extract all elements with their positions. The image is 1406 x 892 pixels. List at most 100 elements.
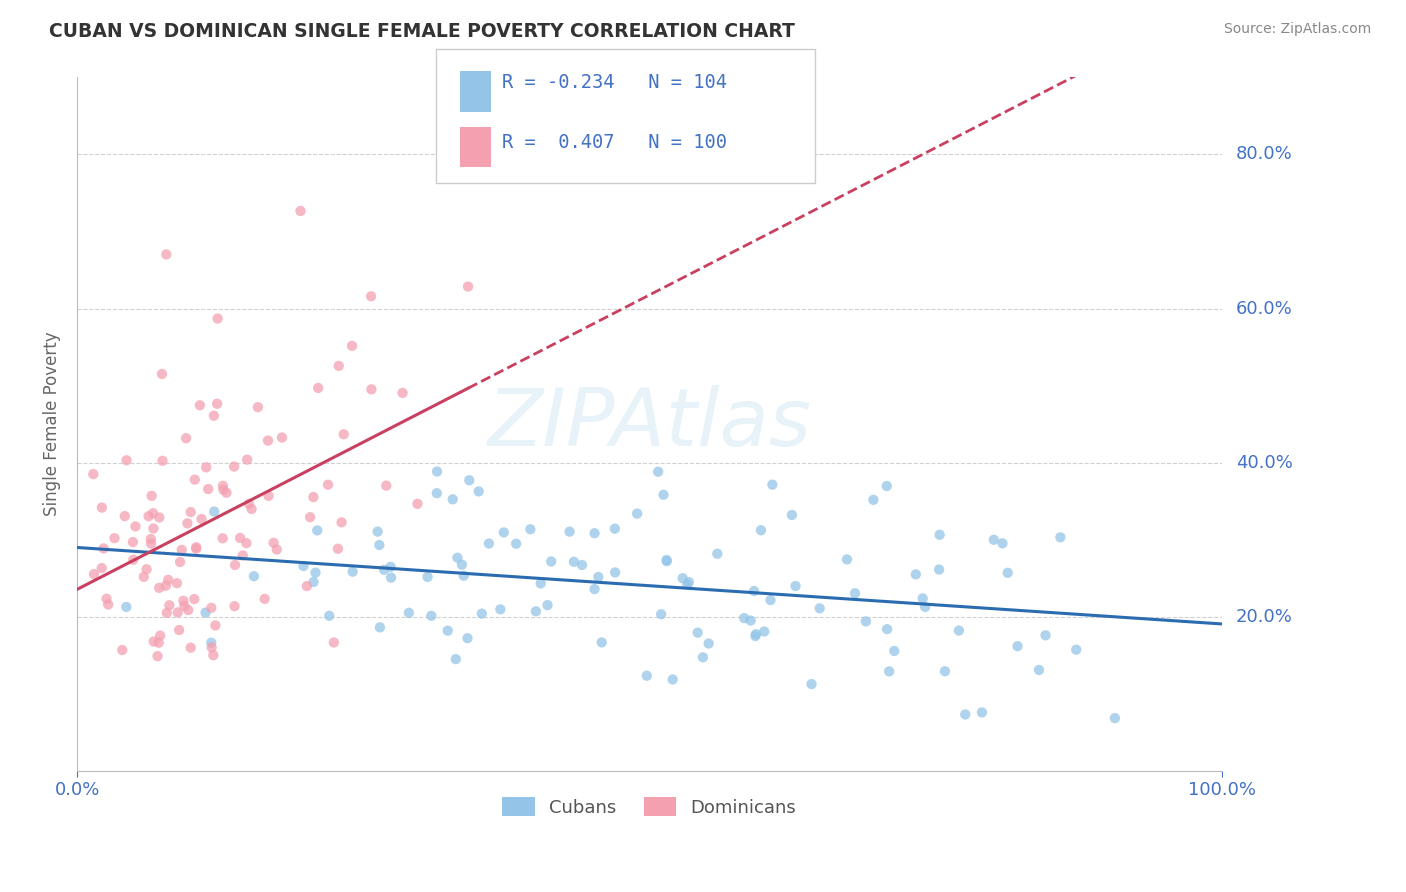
Point [114, 509, 136, 524]
Point [380, 560, 402, 574]
Point [489, 602, 512, 616]
Point [652, 488, 675, 502]
Point [202, 504, 225, 518]
Point [235, 536, 257, 550]
Point [307, 524, 329, 538]
Point [591, 635, 613, 649]
Point [983, 533, 1005, 547]
Point [205, 397, 228, 411]
Point [997, 566, 1019, 580]
Point [290, 204, 312, 219]
Point [83, 567, 105, 582]
Text: 20.0%: 20.0% [1236, 607, 1292, 625]
Point [398, 606, 420, 620]
Point [478, 536, 501, 550]
Point [426, 486, 449, 500]
Point [436, 624, 458, 638]
Point [156, 606, 179, 620]
Point [318, 608, 340, 623]
Point [93, 541, 115, 556]
Point [583, 526, 606, 541]
Point [661, 673, 683, 687]
Point [332, 427, 354, 442]
Point [271, 430, 294, 444]
Point [148, 581, 170, 595]
Point [82, 467, 104, 482]
Point [212, 479, 235, 493]
Point [1028, 663, 1050, 677]
Point [360, 289, 382, 303]
Point [142, 506, 165, 520]
Point [446, 550, 468, 565]
Point [441, 492, 464, 507]
Point [844, 586, 866, 600]
Point [530, 576, 553, 591]
Point [928, 562, 950, 576]
Point [152, 454, 174, 468]
Point [177, 603, 200, 617]
Point [257, 434, 280, 448]
Point [678, 575, 700, 590]
Point [149, 629, 172, 643]
Point [243, 569, 266, 583]
Point [266, 542, 288, 557]
Point [222, 459, 245, 474]
Text: Source: ZipAtlas.com: Source: ZipAtlas.com [1223, 22, 1371, 37]
Point [150, 367, 173, 381]
Text: ZIPAtlas: ZIPAtlas [488, 385, 811, 463]
Point [467, 484, 489, 499]
Point [426, 465, 449, 479]
Point [970, 706, 993, 720]
Point [103, 531, 125, 545]
Point [450, 558, 472, 572]
Point [457, 279, 479, 293]
Point [368, 620, 391, 634]
Point [676, 577, 699, 591]
Text: 40.0%: 40.0% [1236, 453, 1292, 472]
Point [204, 618, 226, 632]
Point [519, 522, 541, 536]
Point [562, 555, 585, 569]
Point [124, 519, 146, 533]
Point [1007, 639, 1029, 653]
Point [558, 524, 581, 539]
Point [238, 497, 260, 511]
Point [761, 477, 783, 491]
Point [697, 636, 720, 650]
Point [292, 559, 315, 574]
Point [176, 516, 198, 531]
Point [157, 599, 180, 613]
Point [883, 644, 905, 658]
Point [170, 542, 193, 557]
Point [686, 625, 709, 640]
Point [157, 573, 180, 587]
Point [800, 677, 823, 691]
Point [540, 554, 562, 568]
Point [215, 485, 238, 500]
Point [139, 532, 162, 546]
Point [380, 571, 402, 585]
Point [835, 552, 858, 566]
Point [155, 247, 177, 261]
Point [733, 611, 755, 625]
Point [330, 516, 353, 530]
Text: CUBAN VS DOMINICAN SINGLE FEMALE POVERTY CORRELATION CHART: CUBAN VS DOMINICAN SINGLE FEMALE POVERTY… [49, 22, 794, 41]
Point [471, 607, 494, 621]
Point [740, 614, 762, 628]
Point [142, 521, 165, 535]
Point [955, 707, 977, 722]
Point [212, 483, 235, 497]
Y-axis label: Single Female Poverty: Single Female Poverty [44, 332, 60, 516]
Point [232, 549, 254, 563]
Point [650, 607, 672, 622]
Point [148, 636, 170, 650]
Point [706, 547, 728, 561]
Point [169, 555, 191, 569]
Point [180, 505, 202, 519]
Point [200, 600, 222, 615]
Point [785, 579, 807, 593]
Point [224, 558, 246, 572]
Point [911, 591, 934, 606]
Point [458, 473, 481, 487]
Point [444, 652, 467, 666]
